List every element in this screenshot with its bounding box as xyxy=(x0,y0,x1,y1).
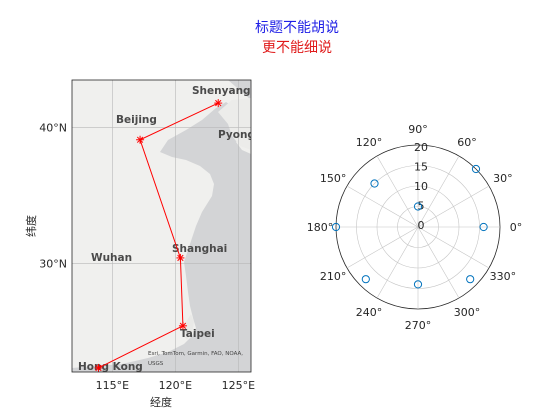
polar-data-point xyxy=(331,222,341,232)
polar-spoke xyxy=(417,226,460,299)
map-place-label: Shenyang xyxy=(192,85,251,97)
polar-theta-tick-label: 180° xyxy=(307,221,334,234)
polar-spoke xyxy=(346,226,419,269)
polar-theta-tick-label: 270° xyxy=(405,319,432,332)
polar-theta-tick-label: 300° xyxy=(454,306,481,319)
figure-subtitle: 更不能细说 xyxy=(262,40,332,56)
basemap xyxy=(72,80,251,372)
map-y-axis-label: 纬度 xyxy=(24,215,38,237)
map-attribution-line-2: USGS xyxy=(148,361,164,367)
map-place-label: Wuhan xyxy=(91,252,132,264)
polar-theta-tick-label: 30° xyxy=(493,172,513,185)
polar-spoke xyxy=(417,185,490,228)
map-x-tick-label: 115°E xyxy=(96,379,129,392)
map-place-label: Beijing xyxy=(116,114,157,126)
polar-data-point xyxy=(370,179,379,188)
polar-spoke xyxy=(417,155,460,228)
polar-data-point xyxy=(466,275,475,284)
map-tick-labels: 115°E 120°E 125°E 30°N 40°N xyxy=(39,122,255,392)
map-grid xyxy=(72,80,251,372)
figure-title: 标题不能胡说 xyxy=(255,20,339,36)
map-place-label: Taipei xyxy=(180,328,215,340)
polar-axes[interactable]: 0 5 10 15 20 0° 30° 60° 90° 120° 150° 180° 210° 240° 2… xyxy=(307,123,523,332)
polar-r-tick-label: 5 xyxy=(418,200,425,213)
map-x-tick-label: 120°E xyxy=(159,379,192,392)
route-point-marker xyxy=(94,363,103,372)
taiwan-island xyxy=(182,314,194,340)
polar-spoke xyxy=(417,226,490,269)
route-point-marker xyxy=(136,135,145,144)
polar-series xyxy=(331,164,488,289)
polar-data-point xyxy=(479,222,488,232)
polar-theta-tick-label: 150° xyxy=(320,172,347,185)
polar-data-point xyxy=(361,275,370,284)
polar-r-tick-label: 10 xyxy=(414,180,428,193)
polar-theta-tick-label: 210° xyxy=(320,270,347,283)
polar-data-point xyxy=(413,280,423,289)
polar-theta-tick-label: 0° xyxy=(510,221,523,234)
map-y-tick-label: 40°N xyxy=(39,122,67,135)
korea-peninsula xyxy=(218,98,251,150)
polar-data-point xyxy=(471,164,481,174)
map-y-tick-label: 30°N xyxy=(39,257,67,270)
polar-data-point xyxy=(413,202,423,211)
route-point-marker xyxy=(214,99,223,108)
polar-r-tick-label: 20 xyxy=(414,141,428,154)
map-place-label: Shanghai xyxy=(172,243,227,255)
map-place-label: Hong Kong xyxy=(78,361,143,373)
polar-spoke xyxy=(376,226,419,299)
map-place-labels: Shenyang Beijing Pyong Shanghai Wuhan Taipei H… xyxy=(78,85,255,373)
polar-spoke xyxy=(346,185,419,228)
map-axes-box xyxy=(71,79,252,373)
polar-spoke xyxy=(376,155,419,228)
polar-tick-labels: 0 5 10 15 20 0° 30° 60° 90° 120° 150° 180° 210° 240° 2… xyxy=(307,123,523,332)
map-place-label: Pyong xyxy=(218,129,255,141)
polar-r-tick-label: 15 xyxy=(414,161,428,174)
polar-theta-tick-label: 60° xyxy=(457,136,477,149)
map-axes[interactable]: Shenyang Beijing Pyong Shanghai Wuhan Taipei H… xyxy=(24,79,255,409)
polar-theta-tick-label: 240° xyxy=(356,306,383,319)
route-series xyxy=(94,99,223,372)
polar-grid xyxy=(335,144,501,310)
route-point-marker xyxy=(178,321,187,330)
polar-r-tick-label: 0 xyxy=(418,219,425,232)
map-x-tick-label: 125°E xyxy=(222,379,255,392)
polar-theta-tick-label: 90° xyxy=(408,123,428,136)
map-attribution-line-1: Esri, TomTom, Garmin, FAO, NOAA, xyxy=(148,351,243,357)
polar-theta-tick-label: 120° xyxy=(356,136,383,149)
route-point-marker xyxy=(176,253,185,262)
map-x-axis-label: 经度 xyxy=(150,395,172,409)
sea-area xyxy=(72,80,251,372)
polar-theta-tick-label: 330° xyxy=(490,270,517,283)
